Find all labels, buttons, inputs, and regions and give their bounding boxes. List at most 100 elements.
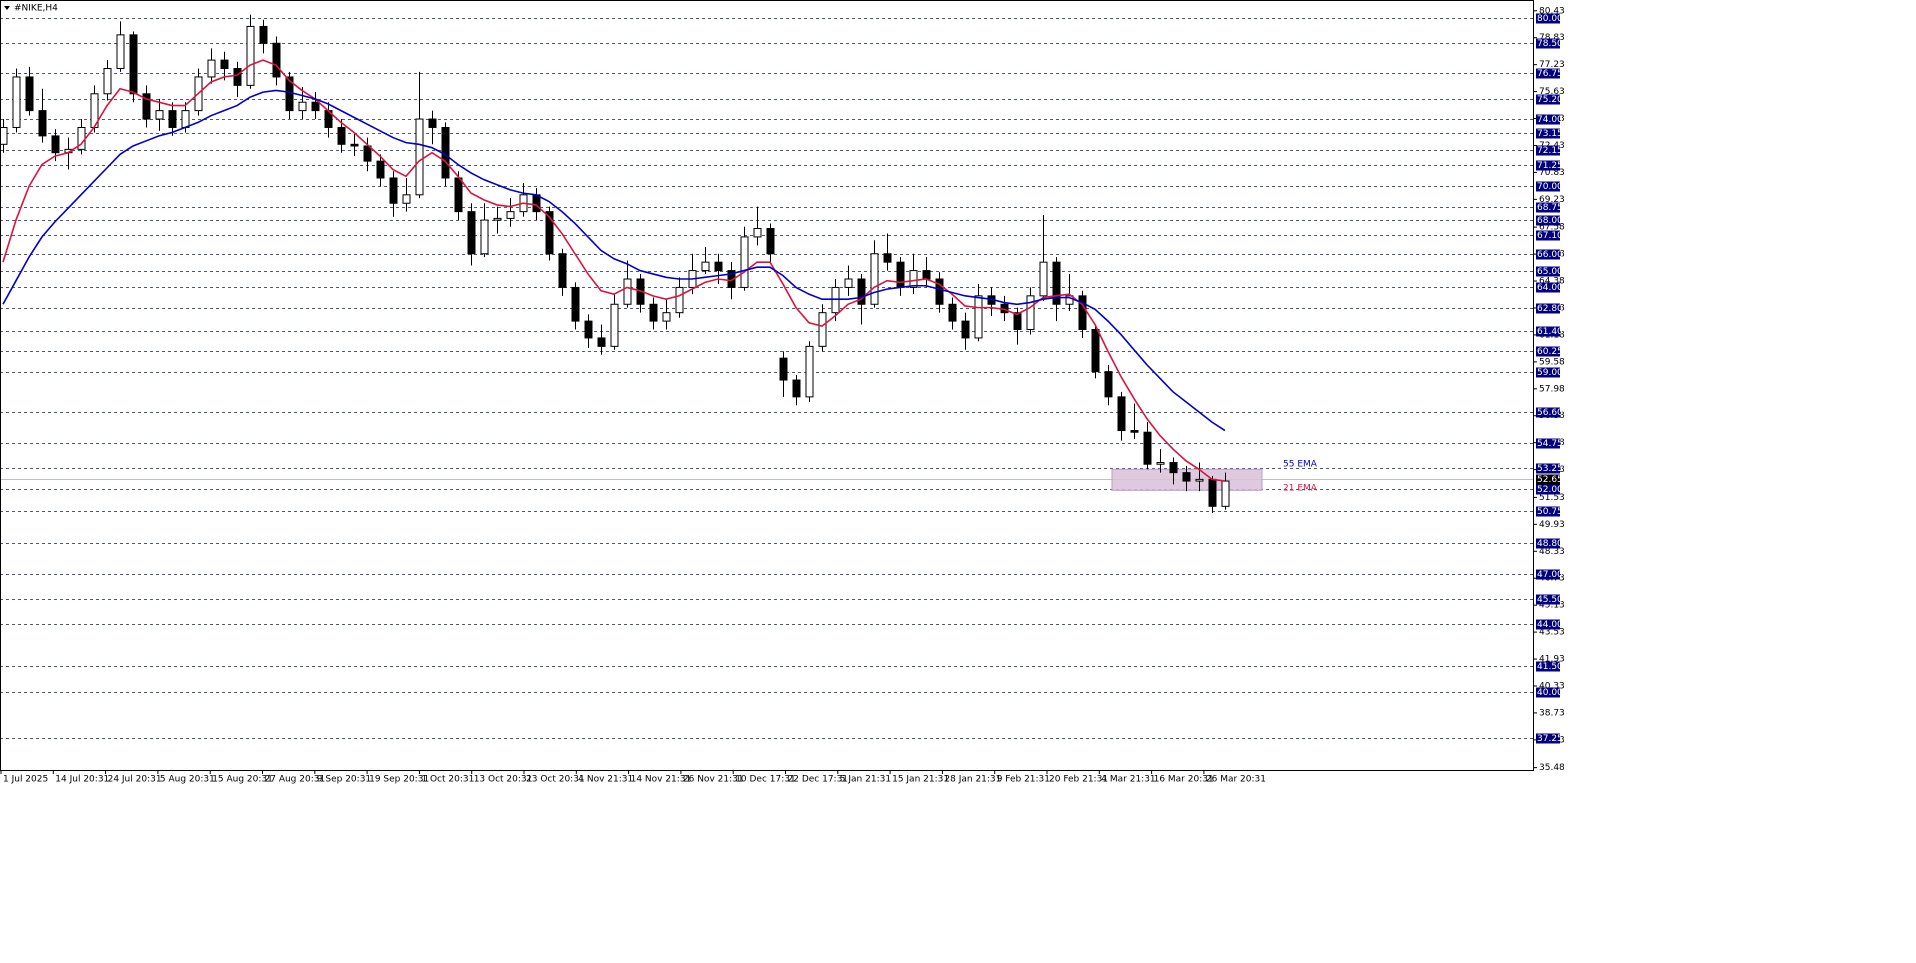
candle-body [1208, 478, 1217, 507]
level-label-box [1536, 230, 1560, 241]
candle-body [740, 236, 749, 288]
ema-line [2, 59, 1226, 482]
y-tick-label: 45.13 [1539, 601, 1565, 611]
candle-body [142, 93, 151, 120]
y-tick-label: 64.38 [1539, 277, 1565, 287]
candle-body [454, 177, 463, 213]
y-tick-label: 77.23 [1539, 60, 1565, 70]
candle-body [103, 68, 112, 95]
level-label-box [1536, 538, 1560, 549]
x-tick-label: 9 Sep 20:31 [317, 775, 371, 785]
candle-body [1117, 396, 1126, 432]
candle-body [1143, 431, 1152, 465]
candle-body [467, 211, 476, 255]
level-label-box [1536, 733, 1560, 744]
candle-body [883, 253, 892, 263]
current-price-label: 52.65 [1537, 475, 1563, 485]
candle-body [155, 110, 164, 120]
ema-layer: 21 EMA 55 EMA [2, 59, 1318, 494]
candle-body [1182, 472, 1191, 482]
candle-body [766, 227, 775, 255]
candle-body [779, 357, 788, 381]
x-tick-label: 27 Aug 20:31 [265, 775, 326, 785]
level-label: 61.40 [1537, 327, 1563, 337]
candle-body [181, 110, 190, 128]
level-label-box [1536, 160, 1560, 171]
candle-body [389, 177, 398, 204]
y-tick-label: 41.93 [1539, 655, 1565, 665]
level-label: 52.00 [1537, 485, 1563, 495]
candle-body [805, 345, 814, 398]
candle-body [51, 135, 60, 154]
level-label-box [1536, 38, 1560, 49]
candle-body [675, 286, 684, 314]
x-tick-label: 5 Jan 21:31 [840, 775, 891, 785]
level-label-box [1536, 94, 1560, 105]
x-tick-label: 15 Jan 21:31 [892, 775, 949, 785]
y-tick-label: 51.53 [1539, 493, 1565, 503]
candle-body [909, 270, 918, 288]
level-label-box [1536, 249, 1560, 260]
candle-body [831, 286, 840, 314]
candle-body [116, 34, 125, 70]
x-tick-label: 16 Mar 20:31 [1154, 775, 1214, 785]
level-label: 54.75 [1537, 439, 1563, 449]
level-label: 74.00 [1537, 115, 1563, 125]
candle-body [662, 312, 671, 322]
y-tick-label: 59.58 [1539, 357, 1565, 367]
level-label-box [1536, 619, 1560, 630]
candle-body [623, 278, 632, 305]
level-label: 71.25 [1537, 161, 1563, 171]
candle-body [1130, 430, 1139, 433]
level-label-box [1536, 661, 1560, 672]
candle-body [207, 59, 216, 78]
candle-body [1052, 261, 1061, 305]
y-tick-label: 48.33 [1539, 547, 1565, 557]
candle-body [1026, 295, 1035, 331]
candle-body [1169, 462, 1178, 474]
level-label: 72.15 [1537, 146, 1563, 156]
y-tick-label: 49.93 [1539, 520, 1565, 530]
level-label: 53.25 [1537, 464, 1563, 474]
candle-body [25, 76, 34, 112]
y-tick-label: 80.43 [1539, 6, 1565, 16]
candle-body [1039, 261, 1048, 297]
candle-body [298, 101, 307, 112]
menu-arrow[interactable] [4, 6, 10, 10]
level-label: 37.25 [1537, 734, 1563, 744]
level-label: 80.00 [1537, 14, 1563, 24]
candle-body [311, 101, 320, 112]
level-label-box [1536, 367, 1560, 378]
candle-body [246, 25, 255, 86]
candle-body [701, 261, 710, 272]
candle-body [220, 59, 229, 70]
candle-body [1065, 295, 1074, 305]
level-label-box [1536, 181, 1560, 192]
y-tick-label: 57.98 [1539, 384, 1565, 394]
y-tick-label: 75.63 [1539, 87, 1565, 97]
level-label-box [1536, 215, 1560, 226]
level-label: 41.50 [1537, 662, 1563, 672]
candle-body [610, 303, 619, 347]
candle-body [233, 68, 242, 86]
level-label: 78.50 [1537, 39, 1563, 49]
x-tick-label: 15 Aug 20:31 [212, 775, 273, 785]
x-tick-label: 1 Oct 20:31 [421, 775, 474, 785]
y-tick-label: 78.83 [1539, 33, 1565, 43]
candle-body [532, 194, 541, 213]
candle-body [714, 261, 723, 272]
level-label-box [1536, 687, 1560, 698]
candle-body [792, 379, 801, 398]
level-label: 66.00 [1537, 250, 1563, 260]
level-label-box [1536, 145, 1560, 156]
x-tick-label: 19 Sep 20:31 [369, 775, 429, 785]
y-tick-label: 69.23 [1539, 195, 1565, 205]
level-label-box [1536, 68, 1560, 79]
candle-body [168, 110, 177, 128]
level-label-box [1536, 594, 1560, 605]
candle-body [948, 303, 957, 322]
candle-body [272, 42, 281, 78]
x-tick-label: 9 Feb 21:31 [997, 775, 1050, 785]
candle-body [129, 34, 138, 95]
level-label: 59.00 [1537, 368, 1563, 378]
